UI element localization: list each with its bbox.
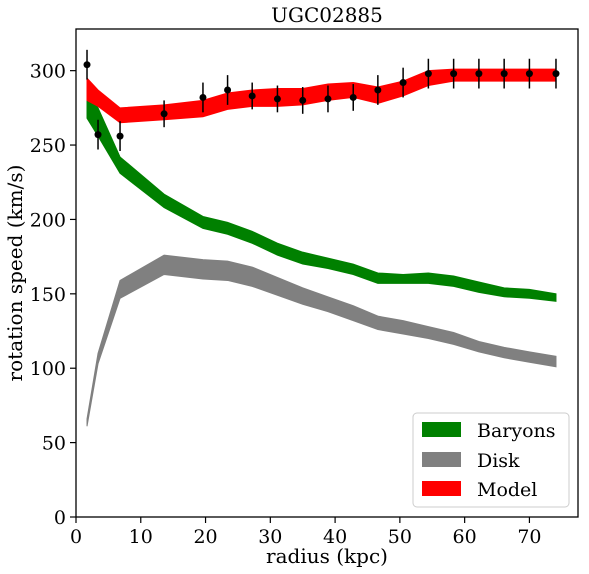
data-marker — [116, 132, 124, 140]
data-point — [94, 119, 102, 150]
data-point — [324, 85, 332, 113]
legend-swatch-baryons — [422, 422, 461, 437]
y-tick-label: 50 — [42, 433, 66, 455]
data-marker — [500, 70, 508, 78]
data-point — [424, 58, 432, 89]
x-tick-label: 30 — [258, 526, 282, 548]
data-points-layer — [83, 49, 560, 151]
x-axis: 0 10 20 30 40 50 60 70 — [70, 517, 542, 548]
x-axis-label: radius (kpc) — [266, 544, 388, 568]
data-marker — [94, 131, 102, 139]
data-point — [199, 82, 207, 113]
data-point — [450, 58, 458, 89]
y-tick-label: 300 — [30, 61, 66, 83]
y-tick-label: 250 — [30, 135, 66, 157]
legend-swatch-disk — [422, 452, 461, 467]
data-point — [552, 58, 560, 89]
legend: Baryons Disk Model — [412, 412, 570, 508]
data-point — [273, 85, 281, 113]
data-marker — [83, 61, 91, 69]
plot-frame — [75, 28, 579, 518]
band-baryons — [86, 86, 557, 302]
x-tick-label: 0 — [70, 526, 82, 548]
data-marker — [273, 95, 281, 103]
x-tick-label: 50 — [388, 526, 412, 548]
data-marker — [299, 96, 307, 104]
data-marker — [248, 92, 256, 100]
data-point — [525, 58, 533, 89]
x-tick-label: 70 — [517, 526, 541, 548]
legend-swatch-model — [422, 481, 461, 496]
y-axis: 0 50 100 150 200 250 300 — [30, 61, 76, 529]
y-tick-label: 200 — [30, 209, 66, 231]
data-marker — [525, 70, 533, 78]
data-point — [116, 121, 124, 151]
y-tick-label: 150 — [30, 284, 66, 306]
data-marker — [160, 110, 168, 118]
legend-label-model: Model — [477, 479, 537, 501]
data-marker — [349, 93, 357, 101]
data-marker — [324, 95, 332, 103]
data-marker — [450, 70, 458, 78]
chart-title: UGC02885 — [271, 3, 383, 27]
x-tick-label: 40 — [323, 526, 347, 548]
band-model — [86, 68, 557, 124]
x-tick-label: 60 — [453, 526, 477, 548]
data-marker — [199, 93, 207, 101]
y-tick-label: 100 — [30, 358, 66, 380]
data-point — [399, 67, 407, 98]
data-marker — [552, 70, 560, 78]
data-point — [500, 58, 508, 89]
y-tick-label: 0 — [54, 507, 66, 529]
legend-label-baryons: Baryons — [477, 420, 556, 442]
band-disk — [86, 254, 557, 427]
band-layer — [86, 68, 557, 427]
data-point — [349, 84, 357, 111]
data-point — [160, 100, 168, 128]
y-axis-label: rotation speed (km/s) — [3, 165, 27, 382]
legend-label-disk: Disk — [477, 450, 520, 472]
x-tick-label: 20 — [193, 526, 217, 548]
data-marker — [399, 79, 407, 87]
data-point — [248, 82, 256, 110]
data-point — [83, 49, 91, 80]
data-marker — [475, 70, 483, 78]
x-tick-label: 10 — [129, 526, 153, 548]
data-marker — [224, 86, 232, 94]
data-point — [475, 58, 483, 89]
data-point — [224, 75, 232, 105]
data-point — [299, 87, 307, 114]
data-marker — [374, 86, 382, 94]
data-point — [374, 75, 382, 105]
data-marker — [424, 70, 432, 78]
